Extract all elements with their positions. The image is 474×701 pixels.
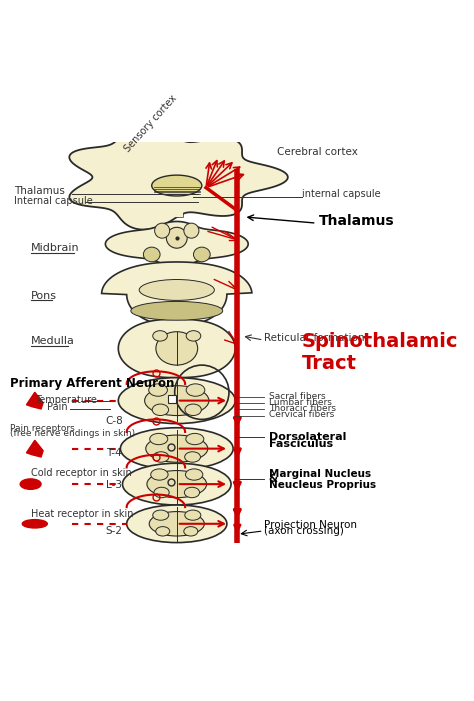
Text: Midbrain: Midbrain bbox=[31, 243, 79, 253]
Text: Sensory cortex: Sensory cortex bbox=[122, 93, 179, 154]
Ellipse shape bbox=[153, 331, 167, 341]
Text: Pons: Pons bbox=[31, 291, 56, 301]
Text: Pain: Pain bbox=[47, 402, 68, 412]
Text: Pain receptors: Pain receptors bbox=[10, 423, 74, 433]
Ellipse shape bbox=[156, 332, 198, 365]
Polygon shape bbox=[105, 222, 248, 266]
Ellipse shape bbox=[154, 487, 169, 498]
Ellipse shape bbox=[153, 451, 169, 462]
Ellipse shape bbox=[153, 510, 169, 520]
Polygon shape bbox=[27, 440, 43, 457]
Ellipse shape bbox=[193, 247, 210, 261]
Text: (axon crossing): (axon crossing) bbox=[264, 526, 344, 536]
Polygon shape bbox=[69, 125, 288, 230]
Ellipse shape bbox=[143, 247, 160, 261]
Text: Projection Neuron: Projection Neuron bbox=[264, 520, 357, 530]
Text: Fasciculus: Fasciculus bbox=[269, 439, 333, 449]
Polygon shape bbox=[101, 262, 252, 326]
Ellipse shape bbox=[186, 331, 201, 341]
Text: Heat receptor in skin: Heat receptor in skin bbox=[31, 509, 133, 519]
Text: Marginal Nucleus: Marginal Nucleus bbox=[269, 468, 371, 479]
Ellipse shape bbox=[149, 384, 167, 396]
Circle shape bbox=[155, 223, 170, 238]
Ellipse shape bbox=[147, 470, 207, 498]
Ellipse shape bbox=[139, 280, 214, 301]
Ellipse shape bbox=[146, 435, 208, 462]
Text: Sacral fibers: Sacral fibers bbox=[269, 392, 325, 400]
Ellipse shape bbox=[122, 463, 231, 505]
Circle shape bbox=[166, 227, 187, 248]
Text: (free nerve endings in skin): (free nerve endings in skin) bbox=[10, 429, 135, 437]
Ellipse shape bbox=[120, 428, 233, 470]
Polygon shape bbox=[118, 319, 235, 378]
Ellipse shape bbox=[152, 175, 202, 196]
Ellipse shape bbox=[156, 526, 170, 536]
Ellipse shape bbox=[185, 469, 203, 480]
Ellipse shape bbox=[185, 451, 201, 462]
Ellipse shape bbox=[149, 512, 204, 536]
Ellipse shape bbox=[145, 386, 209, 416]
Ellipse shape bbox=[184, 487, 200, 498]
Polygon shape bbox=[27, 393, 43, 409]
Bar bbox=[168, 395, 176, 402]
Ellipse shape bbox=[152, 404, 169, 416]
Ellipse shape bbox=[186, 384, 205, 396]
Text: Neucleus Proprius: Neucleus Proprius bbox=[269, 480, 376, 490]
Text: internal capsule: internal capsule bbox=[302, 189, 381, 199]
Text: Dorsolateral: Dorsolateral bbox=[269, 432, 346, 442]
Ellipse shape bbox=[20, 479, 41, 489]
Text: Lumbar fibers: Lumbar fibers bbox=[269, 397, 331, 407]
Text: &: & bbox=[269, 475, 278, 484]
Text: Medulla: Medulla bbox=[31, 336, 74, 346]
Ellipse shape bbox=[127, 505, 227, 543]
Ellipse shape bbox=[118, 378, 235, 423]
Text: Cervical fibers: Cervical fibers bbox=[269, 410, 334, 419]
Text: Reticular formation: Reticular formation bbox=[264, 333, 365, 343]
Text: Cold receptor in skin: Cold receptor in skin bbox=[31, 468, 131, 478]
Text: S-2: S-2 bbox=[106, 526, 123, 536]
Ellipse shape bbox=[131, 301, 223, 320]
Ellipse shape bbox=[151, 469, 168, 480]
Text: C-8: C-8 bbox=[106, 416, 124, 426]
Text: Thalamus: Thalamus bbox=[319, 215, 394, 229]
Text: Thoracic fibers: Thoracic fibers bbox=[269, 404, 336, 413]
Text: Thalamus: Thalamus bbox=[14, 186, 65, 196]
Ellipse shape bbox=[185, 510, 201, 520]
Text: Cerebral cortex: Cerebral cortex bbox=[277, 147, 358, 157]
Text: L-3: L-3 bbox=[106, 480, 122, 490]
Text: T-4: T-4 bbox=[106, 448, 121, 458]
Text: Internal capsule: Internal capsule bbox=[14, 196, 92, 205]
Ellipse shape bbox=[22, 519, 47, 528]
Text: Temperature: Temperature bbox=[35, 395, 97, 404]
Circle shape bbox=[184, 223, 199, 238]
Text: Primary Afferent Neuron: Primary Afferent Neuron bbox=[10, 377, 174, 390]
Ellipse shape bbox=[186, 433, 204, 444]
Ellipse shape bbox=[184, 526, 198, 536]
Text: Spinothalamic
Tract: Spinothalamic Tract bbox=[302, 332, 458, 374]
Ellipse shape bbox=[185, 404, 201, 416]
Ellipse shape bbox=[150, 433, 168, 444]
